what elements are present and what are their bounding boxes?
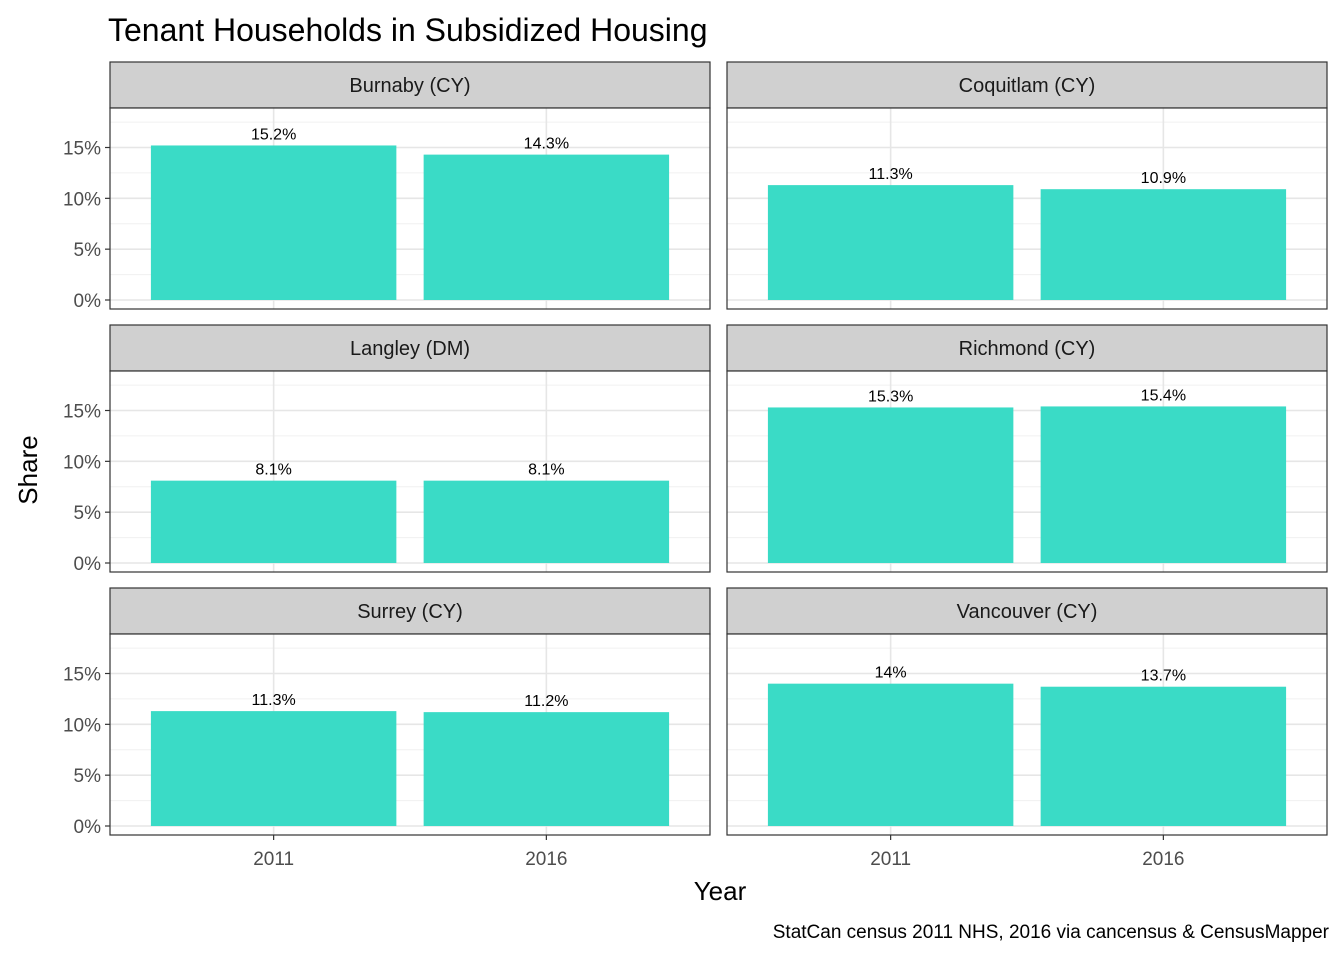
panel-border bbox=[726, 370, 1328, 573]
facet-panel: Langley (DM) 8.1% 8.1% 0% 5% 10% 15% bbox=[63, 324, 711, 575]
x-tick-label: 2011 bbox=[253, 849, 294, 870]
y-tick-label: 15% bbox=[63, 402, 101, 423]
y-tick-label: 15% bbox=[63, 665, 101, 686]
y-axis-title: Share bbox=[13, 435, 43, 504]
x-tick-label: 2011 bbox=[870, 849, 911, 870]
strip-background bbox=[726, 61, 1328, 109]
panel-border bbox=[109, 633, 711, 836]
bar bbox=[767, 683, 1014, 826]
y-tick-label: 5% bbox=[74, 240, 102, 261]
data-label: 13.7% bbox=[1141, 668, 1186, 685]
data-label: 8.1% bbox=[528, 462, 564, 479]
facet-panel: Vancouver (CY) 14% 13.7% 2011 2016 bbox=[726, 587, 1328, 870]
y-tick-label: 10% bbox=[63, 189, 101, 210]
data-label: 14.3% bbox=[524, 136, 569, 153]
y-tick-label: 10% bbox=[63, 452, 101, 473]
bar bbox=[423, 712, 670, 826]
bar bbox=[1040, 406, 1287, 563]
data-label: 10.9% bbox=[1141, 170, 1186, 187]
bar bbox=[423, 154, 670, 300]
y-tick-label: 5% bbox=[74, 766, 102, 787]
x-tick-label: 2016 bbox=[1142, 849, 1184, 870]
strip-label: Vancouver (CY) bbox=[957, 601, 1098, 623]
data-label: 15.4% bbox=[1141, 387, 1186, 404]
bar bbox=[1040, 686, 1287, 826]
strip-label: Langley (DM) bbox=[350, 338, 470, 360]
x-axis-title: Year bbox=[694, 876, 747, 906]
strip-label: Coquitlam (CY) bbox=[959, 75, 1096, 97]
strip-background bbox=[726, 587, 1328, 635]
strip-background bbox=[109, 587, 711, 635]
bar bbox=[150, 480, 397, 563]
y-tick-label: 10% bbox=[63, 715, 101, 736]
strip-background bbox=[109, 61, 711, 109]
chart-caption: StatCan census 2011 NHS, 2016 via cancen… bbox=[773, 922, 1330, 943]
facet-panel: Coquitlam (CY) 11.3% 10.9% bbox=[726, 61, 1328, 310]
panel-border bbox=[109, 370, 711, 573]
strip-label: Richmond (CY) bbox=[959, 338, 1096, 360]
x-tick-label: 2016 bbox=[525, 849, 567, 870]
chart-title: Tenant Households in Subsidized Housing bbox=[108, 12, 708, 48]
data-label: 11.3% bbox=[252, 692, 296, 709]
strip-label: Burnaby (CY) bbox=[349, 75, 470, 97]
y-tick-label: 5% bbox=[74, 503, 102, 524]
bar bbox=[150, 711, 397, 826]
y-tick-label: 15% bbox=[63, 139, 101, 160]
strip-label: Surrey (CY) bbox=[357, 601, 463, 623]
data-label: 15.2% bbox=[251, 126, 296, 143]
bar bbox=[1040, 189, 1287, 300]
facet-panels: Burnaby (CY) 15.2% 14.3% 0% 5% 10% 15% Coquitla… bbox=[63, 61, 1328, 870]
data-label: 8.1% bbox=[255, 462, 291, 479]
panel-border bbox=[726, 107, 1328, 310]
panel-border bbox=[726, 633, 1328, 836]
bar bbox=[150, 145, 397, 300]
strip-background bbox=[109, 324, 711, 372]
facet-panel: Burnaby (CY) 15.2% 14.3% 0% 5% 10% 15% bbox=[63, 61, 711, 312]
y-tick-label: 0% bbox=[74, 817, 102, 838]
y-tick-label: 0% bbox=[74, 554, 102, 575]
data-label: 11.2% bbox=[524, 693, 568, 710]
facet-panel: Richmond (CY) 15.3% 15.4% bbox=[726, 324, 1328, 573]
bar bbox=[767, 407, 1014, 563]
data-label: 15.3% bbox=[868, 388, 913, 405]
bar bbox=[423, 480, 670, 563]
y-tick-label: 0% bbox=[74, 291, 102, 312]
panel-border bbox=[109, 107, 711, 310]
data-label: 11.3% bbox=[869, 166, 913, 183]
facet-panel: Surrey (CY) 11.3% 11.2% 0% 5% 10% 15% 2011 2016 bbox=[63, 587, 711, 870]
bar bbox=[767, 185, 1014, 300]
data-label: 14% bbox=[875, 665, 907, 682]
